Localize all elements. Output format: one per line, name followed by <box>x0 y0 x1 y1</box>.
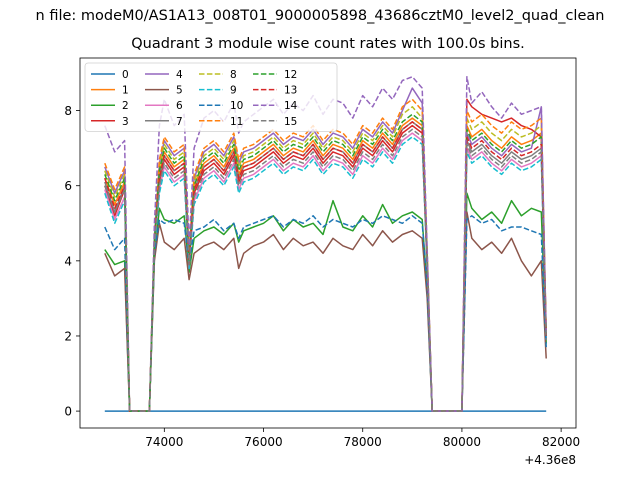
series-line-12 <box>104 113 547 412</box>
legend-label-2: 2 <box>122 100 129 112</box>
legend-label-0: 0 <box>122 69 129 81</box>
legend-label-9: 9 <box>230 85 237 97</box>
legend-label-5: 5 <box>176 85 183 97</box>
y-tick-label: 8 <box>64 104 72 118</box>
legend-box <box>84 62 338 132</box>
legend-label-11: 11 <box>230 116 243 128</box>
legend-label-4: 4 <box>176 69 183 81</box>
legend-label-8: 8 <box>230 69 237 81</box>
series-line-10 <box>104 215 547 412</box>
x-tick-label: 82000 <box>542 435 580 449</box>
series-line-15 <box>104 128 547 412</box>
x-tick-label: 74000 <box>145 435 183 449</box>
legend-label-6: 6 <box>176 100 183 112</box>
y-tick-label: 0 <box>64 405 72 419</box>
legend-label-15: 15 <box>284 116 297 128</box>
y-tick-label: 2 <box>64 329 72 343</box>
legend-label-14: 14 <box>284 100 298 112</box>
series-line-11 <box>104 98 547 412</box>
series-line-9 <box>104 136 547 412</box>
legend-label-10: 10 <box>230 100 243 112</box>
plot-area <box>104 76 547 412</box>
legend-label-12: 12 <box>284 69 297 81</box>
series-line-1 <box>104 117 547 412</box>
x-tick-label: 78000 <box>344 435 382 449</box>
x-offset-label: +4.36e8 <box>524 453 576 467</box>
y-tick-label: 4 <box>64 254 72 268</box>
chart-title: Quadrant 3 module wise count rates with … <box>131 36 525 52</box>
series-line-5 <box>104 211 547 412</box>
x-tick-label: 80000 <box>443 435 481 449</box>
series-line-8 <box>104 106 547 412</box>
series-line-3 <box>104 98 547 412</box>
legend-label-7: 7 <box>176 116 183 128</box>
chart-suptitle: n file: modeM0/AS1A13_008T01_9000005898_… <box>35 8 605 24</box>
legend-label-1: 1 <box>122 85 129 97</box>
legend-label-13: 13 <box>284 85 297 97</box>
x-tick-label: 76000 <box>244 435 282 449</box>
series-line-4 <box>104 87 547 412</box>
axes-frame <box>79 57 577 429</box>
legend-label-3: 3 <box>122 116 129 128</box>
series-line-13 <box>104 121 547 412</box>
series-line-6 <box>104 132 547 412</box>
y-tick-label: 6 <box>64 179 72 193</box>
